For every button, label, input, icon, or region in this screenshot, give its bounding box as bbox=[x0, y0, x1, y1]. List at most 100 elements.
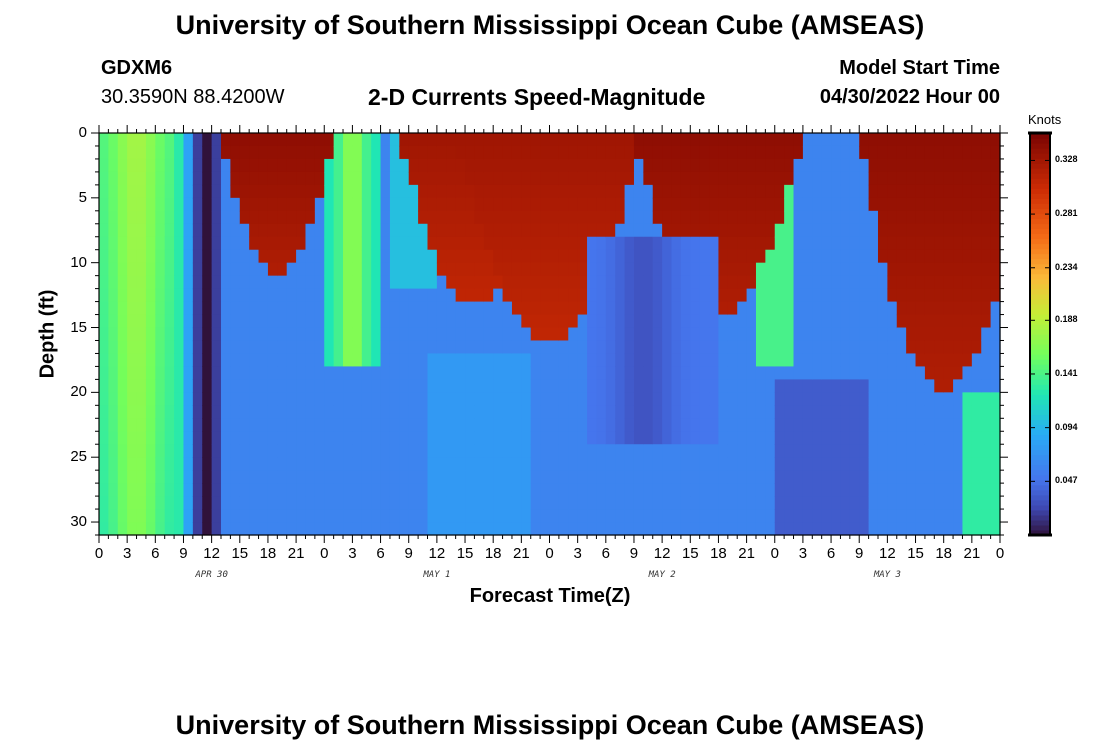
heatmap-cell bbox=[371, 470, 382, 484]
heatmap-cell bbox=[690, 405, 701, 419]
heatmap-cell bbox=[436, 301, 447, 316]
heatmap-cell bbox=[662, 133, 673, 147]
heatmap-cell bbox=[418, 392, 429, 406]
heatmap-cell bbox=[408, 431, 419, 445]
heatmap-cell bbox=[934, 470, 945, 484]
heatmap-cell bbox=[493, 522, 504, 536]
heatmap-cell bbox=[436, 288, 447, 303]
heatmap-cell bbox=[324, 171, 335, 186]
heatmap-cell bbox=[474, 522, 485, 536]
heatmap-cell bbox=[164, 171, 175, 186]
heatmap-cell bbox=[990, 522, 1001, 536]
heatmap-cell bbox=[361, 418, 372, 432]
heatmap-cell bbox=[624, 457, 635, 471]
heatmap-cell bbox=[117, 444, 128, 458]
heatmap-cell bbox=[314, 366, 325, 380]
heatmap-cell bbox=[934, 366, 945, 380]
heatmap-cell bbox=[286, 470, 297, 484]
heatmap-cell bbox=[296, 275, 307, 290]
heatmap-cell bbox=[652, 366, 663, 380]
heatmap-cell bbox=[117, 158, 128, 173]
colorbar-segment bbox=[1030, 293, 1050, 300]
heatmap-cell bbox=[971, 509, 982, 523]
heatmap-cell bbox=[164, 379, 175, 393]
heatmap-cell bbox=[446, 288, 457, 303]
heatmap-cell bbox=[117, 210, 128, 225]
heatmap-cell bbox=[530, 158, 541, 173]
heatmap-cell bbox=[343, 275, 354, 290]
heatmap-cell bbox=[868, 418, 879, 432]
heatmap-cell bbox=[699, 210, 710, 225]
heatmap-cell bbox=[352, 522, 363, 536]
heatmap-cell bbox=[981, 522, 992, 536]
heatmap-cell bbox=[174, 133, 185, 147]
heatmap-cell bbox=[296, 197, 307, 212]
heatmap-cell bbox=[981, 210, 992, 225]
heatmap-cell bbox=[784, 171, 795, 186]
heatmap-cell bbox=[915, 340, 926, 355]
heatmap-cell bbox=[267, 340, 278, 355]
heatmap-cell bbox=[511, 210, 522, 225]
heatmap-cell bbox=[699, 366, 710, 380]
colorbar-segment bbox=[1030, 509, 1050, 516]
x-tick-label: 0 bbox=[545, 545, 554, 562]
heatmap-cell bbox=[108, 444, 119, 458]
x-tick-label: 15 bbox=[456, 545, 474, 562]
heatmap-cell bbox=[680, 509, 691, 523]
heatmap-cell bbox=[962, 522, 973, 536]
heatmap-cell bbox=[924, 392, 935, 406]
heatmap-cell bbox=[568, 301, 579, 316]
heatmap-cell bbox=[802, 353, 813, 368]
heatmap-cell bbox=[474, 457, 485, 471]
heatmap-cell bbox=[211, 197, 222, 212]
heatmap-cell bbox=[906, 184, 917, 199]
heatmap-cell bbox=[361, 353, 372, 368]
heatmap-cell bbox=[267, 275, 278, 290]
heatmap-cell bbox=[868, 197, 879, 212]
heatmap-cell bbox=[540, 236, 551, 251]
heatmap-cell bbox=[117, 197, 128, 212]
heatmap-cell bbox=[624, 249, 635, 264]
colorbar-segment bbox=[1030, 323, 1050, 330]
heatmap-cell bbox=[314, 327, 325, 342]
heatmap-cell bbox=[990, 405, 1001, 419]
heatmap-cell bbox=[680, 236, 691, 251]
heatmap-cell bbox=[493, 509, 504, 523]
heatmap-cell bbox=[333, 301, 344, 316]
heatmap-cell bbox=[314, 184, 325, 199]
heatmap-cell bbox=[521, 210, 532, 225]
heatmap-cell bbox=[624, 431, 635, 445]
heatmap-cell bbox=[474, 392, 485, 406]
heatmap-cell bbox=[465, 301, 476, 316]
heatmap-cell bbox=[230, 392, 241, 406]
heatmap-cell bbox=[859, 236, 870, 251]
heatmap-cell bbox=[727, 314, 738, 329]
heatmap-cell bbox=[164, 496, 175, 510]
heatmap-cell bbox=[774, 275, 785, 290]
heatmap-cell bbox=[202, 340, 213, 355]
heatmap-cell bbox=[314, 288, 325, 303]
heatmap-cell bbox=[192, 133, 203, 147]
heatmap-cell bbox=[296, 353, 307, 368]
heatmap-cell bbox=[774, 509, 785, 523]
heatmap-cell bbox=[859, 158, 870, 173]
heatmap-cell bbox=[915, 418, 926, 432]
heatmap-cell bbox=[859, 210, 870, 225]
heatmap-cell bbox=[305, 210, 316, 225]
heatmap-cell bbox=[699, 249, 710, 264]
heatmap-cell bbox=[774, 210, 785, 225]
heatmap-cell bbox=[127, 444, 138, 458]
heatmap-cell bbox=[474, 444, 485, 458]
heatmap-cell bbox=[699, 457, 710, 471]
heatmap-cell bbox=[117, 223, 128, 238]
heatmap-cell bbox=[990, 158, 1001, 173]
heatmap-cell bbox=[343, 444, 354, 458]
heatmap-cell bbox=[690, 197, 701, 212]
heatmap-cell bbox=[671, 353, 682, 368]
heatmap-cell bbox=[221, 509, 231, 523]
heatmap-cell bbox=[981, 301, 992, 316]
heatmap-cell bbox=[709, 366, 720, 380]
heatmap-cell bbox=[296, 496, 307, 510]
heatmap-cell bbox=[943, 158, 954, 173]
heatmap-cell bbox=[906, 496, 917, 510]
